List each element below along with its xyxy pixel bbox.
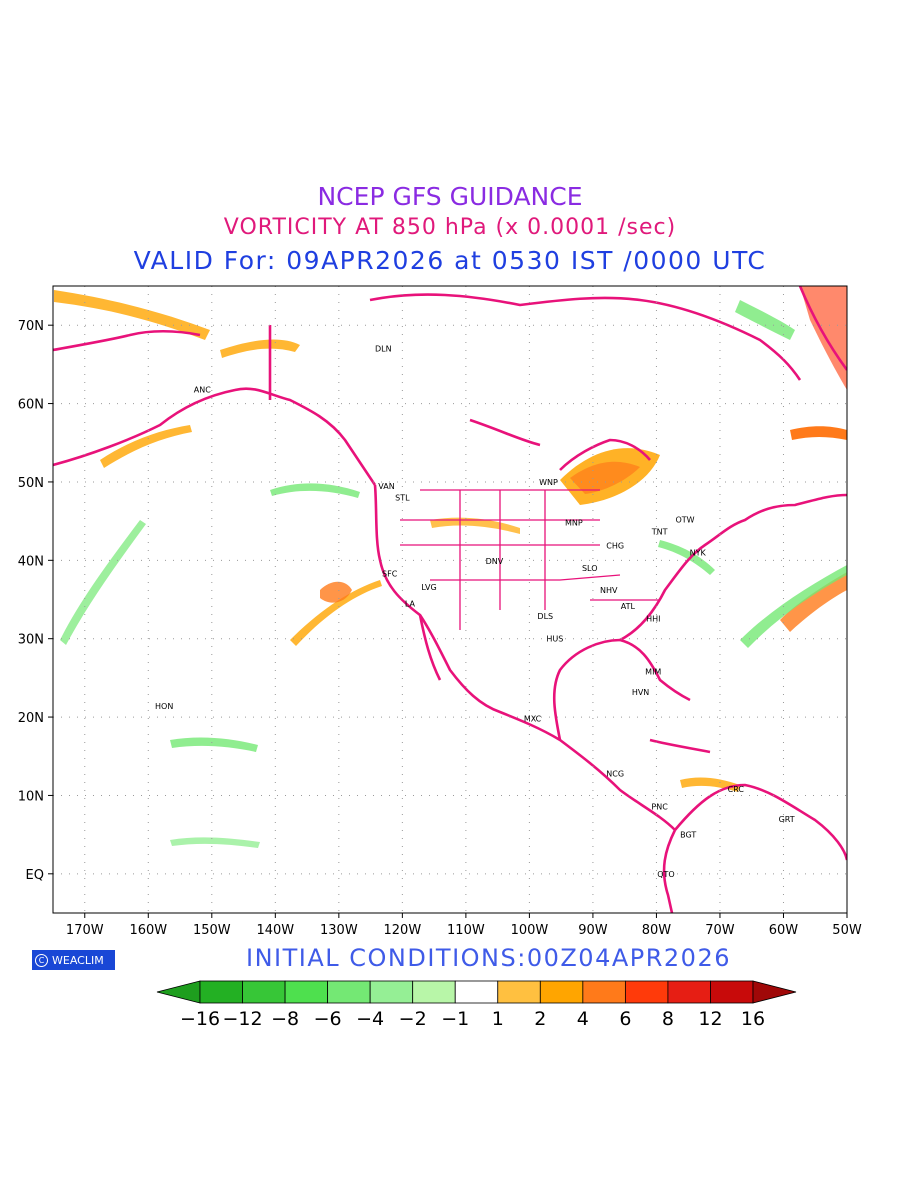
colorbar-label: −1: [441, 1008, 469, 1030]
state-borders: [400, 489, 660, 630]
station-label-van: VAN: [378, 482, 394, 491]
map-gridlines: [53, 286, 847, 913]
lat-tick-label: 60N: [18, 398, 44, 413]
lat-tick-label: 40N: [18, 554, 44, 569]
station-label-tnt: TNT: [651, 527, 668, 536]
colorbar-label: −8: [271, 1008, 299, 1030]
colorbar-label: 4: [577, 1008, 589, 1030]
logo-text: WEACLIM: [52, 953, 104, 967]
lon-tick-label: 130W: [320, 923, 358, 938]
station-label-nyk: NYK: [690, 548, 707, 557]
colorbar-swatch: [582, 980, 626, 1004]
colorbar-swatch: [667, 980, 711, 1004]
station-label-nhv: NHV: [600, 586, 618, 595]
station-label-hon: HON: [155, 702, 173, 711]
lat-tick-label: 70N: [18, 319, 44, 334]
colorbar-label: −12: [222, 1008, 262, 1030]
colorbar-swatch: [539, 980, 584, 1004]
colorbar-max-arrow: [752, 980, 797, 1004]
initial-conditions: INITIAL CONDITIONS:00Z04APR2026: [246, 944, 731, 972]
station-label-hhi: HHI: [646, 614, 660, 623]
valid-time: VALID For: 09APR2026 at 0530 IST /0000 U…: [133, 246, 767, 275]
lat-tick-label: EQ: [26, 868, 44, 883]
station-label-otw: OTW: [675, 516, 694, 525]
axis-labels: 70N 60N 50N 40N 30N 20N 10N EQ 170W 160W 150W 140W 1…: [18, 319, 862, 938]
colorbar-swatch: [199, 980, 243, 1004]
colorbar-min-arrow: [156, 980, 201, 1004]
lon-tick-label: 140W: [256, 923, 294, 938]
lat-tick-label: 10N: [18, 789, 44, 804]
station-label-wnp: WNP: [539, 478, 558, 487]
lon-tick-label: 50W: [832, 923, 862, 938]
station-label-mxc: MXC: [524, 715, 542, 724]
colorbar-label: −4: [356, 1008, 384, 1030]
colorbar-label: 16: [741, 1008, 765, 1030]
colorbar-swatch: [369, 980, 414, 1004]
colorbar-label: 2: [534, 1008, 546, 1030]
colorbar-label: 12: [698, 1008, 722, 1030]
station-label-bgt: BGT: [680, 831, 696, 840]
station-label-dnv: DNV: [486, 557, 504, 566]
colorbar-swatch: [242, 980, 286, 1004]
colorbar-label: 6: [619, 1008, 631, 1030]
station-label-hus: HUS: [546, 635, 563, 644]
station-label-hvn: HVN: [632, 688, 649, 697]
lon-tick-label: 160W: [129, 923, 167, 938]
lon-tick-label: 150W: [193, 923, 231, 938]
station-label-mnp: MNP: [565, 519, 583, 528]
lon-tick-label: 60W: [769, 923, 799, 938]
station-label-stl: STL: [395, 494, 410, 503]
lat-tick-label: 50N: [18, 476, 44, 491]
colorbar-swatch: [412, 980, 456, 1004]
colorbar-label: 1: [492, 1008, 504, 1030]
lat-tick-label: 30N: [18, 633, 44, 648]
station-label-pnc: PNC: [651, 802, 668, 811]
colorbar-swatch: [624, 980, 669, 1004]
copyright-icon: C: [35, 953, 48, 967]
weaclim-logo: C WEACLIM: [32, 950, 115, 970]
station-label-dln: DLN: [375, 345, 392, 354]
colorbar: −16 −12 −8 −6 −4 −2 −1 1 2 4 6 8 12 16: [156, 980, 797, 1030]
station-label-mim: MIM: [645, 668, 661, 677]
station-label-lvg: LVG: [421, 583, 436, 592]
colorbar-label: −2: [399, 1008, 427, 1030]
station-label-anc: ANC: [194, 385, 211, 394]
colorbar-swatch: [454, 980, 499, 1004]
lon-tick-label: 100W: [511, 923, 549, 938]
lon-tick-label: 170W: [66, 923, 104, 938]
station-label-dls: DLS: [537, 612, 553, 621]
colorbar-swatch: [497, 980, 541, 1004]
lon-tick-label: 80W: [642, 923, 672, 938]
chart-subtitle: VORTICITY AT 850 hPa (x 0.0001 /sec): [223, 215, 677, 240]
station-label-atl: ATL: [621, 602, 636, 611]
station-label-qto: QTO: [657, 870, 674, 879]
station-label-ncg: NCG: [606, 769, 624, 778]
station-label-grt: GRT: [779, 815, 795, 824]
station-label-slo: SLO: [582, 564, 598, 573]
colorbar-label: −6: [314, 1008, 342, 1030]
lon-tick-label: 90W: [578, 923, 608, 938]
colorbar-label: 8: [662, 1008, 674, 1030]
lat-tick-label: 20N: [18, 711, 44, 726]
station-label-chg: CHG: [606, 541, 624, 550]
chart-title: NCEP GFS GUIDANCE: [317, 182, 583, 211]
coastlines: [53, 286, 847, 913]
map-frame: [52, 285, 848, 914]
lon-tick-label: 120W: [384, 923, 422, 938]
colorbar-swatch: [327, 980, 371, 1004]
station-label-la: LA: [405, 599, 416, 608]
colorbar-label: −16: [180, 1008, 220, 1030]
colorbar-swatch: [284, 980, 329, 1004]
colorbar-swatch: [710, 980, 754, 1004]
station-label-sfc: SFC: [382, 570, 398, 579]
station-label-crc: CRC: [728, 785, 745, 794]
lon-tick-label: 70W: [705, 923, 735, 938]
vorticity-shading: [54, 286, 847, 848]
lon-tick-label: 110W: [447, 923, 485, 938]
